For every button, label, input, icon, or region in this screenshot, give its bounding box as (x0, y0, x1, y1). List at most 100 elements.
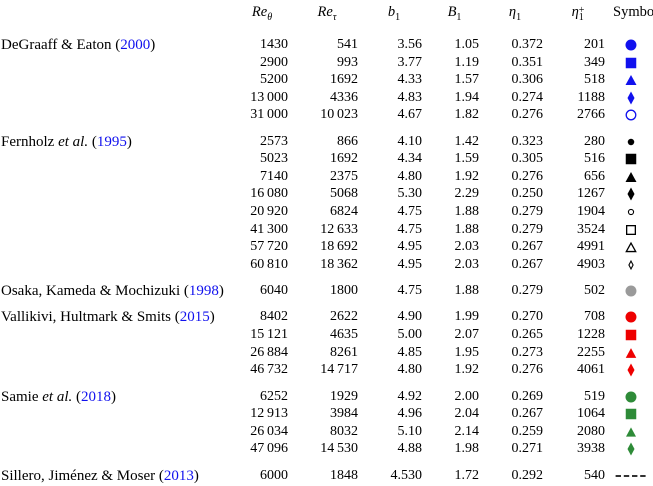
cell-B1: 2.03 (454, 256, 480, 272)
cell-b1: 4.75 (397, 221, 423, 237)
citation-year-link[interactable]: 2000 (120, 37, 151, 53)
citation-year-link[interactable]: 2018 (81, 388, 111, 405)
citation-year-link[interactable]: 2013 (163, 467, 194, 484)
column-header-label: Symbol (613, 4, 653, 21)
cell-b1: 4.67 (397, 107, 423, 123)
cell-B1: 1.94 (454, 89, 480, 105)
cell-re-tau: 14 530 (320, 441, 358, 457)
cell-B1: 1.82 (454, 107, 480, 123)
table-row: 26 884 8261 4.85 1.95 0.273 2255 (0, 344, 653, 362)
cell-eta1-plus: 4903 (577, 256, 605, 272)
reference-cell (0, 186, 236, 204)
cell-eta1-plus: 1064 (577, 406, 605, 422)
cell-re-tau: 10 023 (320, 107, 358, 123)
cell-re-theta: 7140 (260, 168, 288, 184)
filled-square-icon (625, 57, 637, 68)
symbol-cell (613, 71, 653, 89)
cell-eta1: 0.274 (511, 89, 544, 105)
symbol-cell (613, 203, 653, 221)
cell-re-theta: 15 121 (250, 327, 288, 343)
cell-b1: 4.95 (397, 256, 423, 272)
cell-eta1-plus: 1188 (577, 89, 605, 105)
reference-cell (0, 423, 236, 441)
cell-re-tau: 993 (337, 54, 358, 70)
cell-re-theta: 60 810 (250, 256, 288, 272)
cell-re-theta: 57 720 (250, 239, 288, 255)
symbol-cell (613, 440, 653, 458)
reference-name: Sillero, Jiménez & Moser (1, 467, 156, 484)
cell-b1: 5.00 (397, 327, 423, 343)
column-header-label: Re (251, 4, 268, 21)
table-row: 2900 993 3.77 1.19 0.351 349 (0, 54, 653, 72)
column-header-symbol: Symbol (613, 2, 653, 28)
cell-eta1: 0.259 (511, 423, 544, 439)
cell-b1: 3.77 (397, 54, 423, 70)
filled-triangle-icon (625, 347, 637, 358)
cell-re-theta: 6040 (260, 283, 288, 299)
cell-re-theta: 5023 (260, 151, 288, 167)
symbol-cell (613, 107, 653, 125)
table-row: 26 034 8032 5.10 2.14 0.259 2080 (0, 423, 653, 441)
filled-square-icon (625, 329, 637, 341)
cell-B1: 1.88 (454, 283, 480, 299)
cell-eta1-plus: 519 (584, 388, 605, 404)
cell-re-tau: 18 692 (320, 239, 358, 255)
reference-cell (0, 326, 236, 344)
cell-B1: 1.72 (454, 467, 480, 483)
cell-re-tau: 1929 (330, 388, 358, 404)
cell-B1: 2.07 (454, 327, 480, 343)
reference-name: Samie (1, 388, 39, 405)
symbol-cell (613, 326, 653, 344)
cell-eta1-plus: 3524 (577, 221, 605, 237)
cell-eta1: 0.279 (511, 283, 544, 299)
cell-eta1: 0.306 (511, 72, 544, 88)
table-row: 5023 1692 4.34 1.59 0.305 516 (0, 150, 653, 168)
table-row: Fernholz et al. (1995) 2573 866 4.10 1.42 0.3… (0, 124, 653, 150)
table-row: 5200 1692 4.33 1.57 0.306 518 (0, 71, 653, 89)
cell-re-theta: 6000 (260, 467, 288, 483)
reference-cell (0, 203, 236, 221)
symbol-cell (613, 124, 653, 150)
cell-eta1: 0.267 (511, 256, 544, 272)
et-al-label: et al. (42, 388, 73, 405)
cell-b1: 4.80 (397, 168, 423, 184)
header-subscript: 1 (516, 12, 522, 24)
cell-eta1-plus: 1267 (577, 186, 605, 202)
cell-eta1-plus: 502 (584, 283, 605, 299)
dashed-line-icon (615, 474, 646, 477)
open-circle-icon (625, 109, 637, 121)
citation-year-link[interactable]: 1995 (96, 133, 127, 150)
reference-cell (0, 221, 236, 239)
reference-cell: Fernholz et al. (1995) (1, 133, 132, 150)
cell-re-theta: 13 000 (250, 89, 288, 105)
cell-b1: 4.85 (397, 344, 423, 360)
symbol-cell (613, 168, 653, 186)
cell-eta1: 0.372 (511, 37, 544, 52)
symbol-cell (613, 405, 653, 423)
cell-b1: 4.83 (397, 89, 423, 105)
cell-re-tau: 8261 (330, 344, 358, 360)
cell-re-tau: 2622 (330, 309, 358, 325)
reference-cell: Samie et al. (2018) (1, 388, 116, 405)
symbol-cell (613, 150, 653, 168)
cell-eta1: 0.351 (511, 54, 544, 70)
table-row: Samie et al. (2018) 6252 1929 4.92 2.00 0.269… (0, 379, 653, 405)
cell-B1: 1.19 (454, 54, 480, 70)
reference-cell (0, 107, 236, 125)
reference-cell: Sillero, Jiménez & Moser (2013) (1, 467, 199, 484)
open-triangle-icon (625, 241, 637, 253)
table-body: DeGraaff & Eaton (2000) 1430 541 3.56 1.05 0.… (0, 28, 653, 485)
cell-re-tau: 18 362 (320, 256, 358, 272)
table-row: 16 080 5068 5.30 2.29 0.250 1267 (0, 186, 653, 204)
filled-diamond-icon (627, 442, 635, 456)
cell-B1: 1.57 (454, 72, 480, 88)
cell-eta1-plus: 708 (584, 309, 605, 325)
table-row: 46 732 14 717 4.80 1.92 0.276 4061 (0, 361, 653, 379)
column-header-label: Re (317, 4, 333, 21)
citation-year-link[interactable]: 2015 (179, 309, 210, 326)
cell-B1: 1.88 (454, 204, 480, 220)
citation-year-link[interactable]: 1998 (188, 283, 219, 300)
reference-cell (0, 89, 236, 107)
cell-re-tau: 14 717 (320, 362, 358, 378)
